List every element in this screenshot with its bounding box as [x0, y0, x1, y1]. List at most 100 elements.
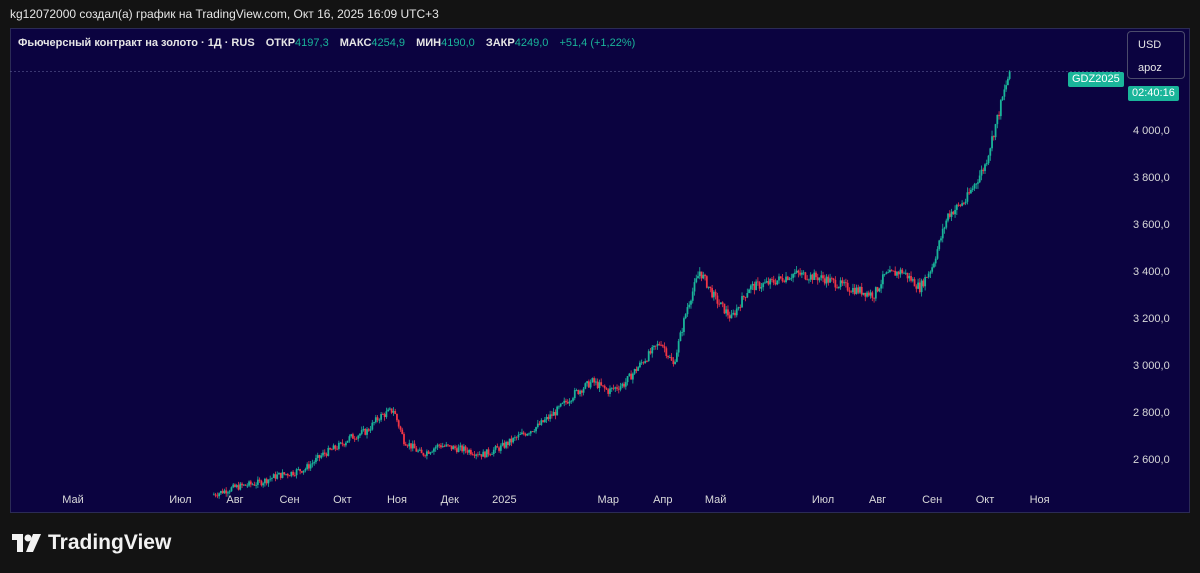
candle-body: [447, 444, 449, 446]
candle-body: [749, 285, 752, 290]
symbol-title[interactable]: Фьючерсный контракт на золото · 1Д · RUS: [18, 37, 255, 49]
candle-body: [543, 419, 546, 423]
candle-body: [929, 271, 932, 274]
candle-body: [248, 481, 250, 486]
candle-body: [647, 351, 650, 362]
candle-body: [822, 275, 824, 279]
candle-body: [262, 483, 265, 486]
candle-body: [996, 114, 999, 125]
candle-body: [589, 382, 592, 388]
candle-body: [769, 279, 772, 285]
high-value: 4254,9: [371, 37, 406, 49]
candle-body: [598, 382, 601, 389]
currency-unit-selector[interactable]: USD apoz: [1127, 31, 1185, 79]
low-label: МИН: [416, 37, 442, 49]
candle-body: [744, 297, 747, 298]
candle-body: [756, 281, 759, 283]
candle-body: [987, 155, 990, 164]
candle-body: [341, 442, 344, 445]
candle-body: [316, 455, 319, 458]
x-tick-label: Авг: [226, 494, 243, 506]
candle-body: [450, 445, 453, 450]
candle-body: [244, 484, 247, 486]
candle-body: [302, 470, 305, 473]
candle-body: [404, 444, 407, 446]
candle-body: [1006, 78, 1009, 86]
candle-body: [579, 390, 581, 395]
candle-body: [989, 148, 992, 156]
candle-body: [561, 402, 564, 404]
candle-body: [542, 420, 544, 423]
candle-body: [385, 411, 388, 418]
candle-body: [968, 192, 971, 194]
chart-area[interactable]: [10, 28, 1190, 513]
candle-body: [795, 270, 798, 273]
candle-body: [793, 272, 796, 275]
candle-body: [364, 428, 367, 435]
candle-body: [693, 282, 696, 292]
candle-body: [725, 309, 728, 314]
candle-body: [758, 282, 761, 289]
candle-body: [246, 485, 249, 487]
x-tick-label: Апр: [653, 494, 672, 506]
candle-body: [938, 240, 941, 250]
candle-body: [741, 296, 743, 308]
candle-body: [378, 419, 381, 421]
candle-body: [572, 398, 574, 401]
candle-body: [256, 479, 259, 485]
candle-body: [415, 448, 418, 452]
candle-body: [445, 444, 448, 447]
candle-body: [322, 452, 324, 456]
candle-body: [876, 287, 879, 292]
candle-body: [948, 213, 951, 217]
y-tick-label: 3 600,0: [1133, 219, 1170, 231]
candle-body: [771, 279, 773, 280]
candle-body: [631, 373, 634, 380]
candle-body: [742, 296, 745, 298]
candle-body: [355, 438, 358, 440]
candle-body: [913, 279, 916, 287]
candle-body: [892, 270, 895, 272]
candle-body: [887, 272, 890, 274]
candle-body: [531, 431, 534, 433]
candle-body: [381, 414, 384, 415]
candle-body: [825, 276, 828, 284]
unit-label: apoz: [1138, 62, 1162, 74]
candle-body: [901, 269, 904, 274]
candle-body: [723, 303, 726, 314]
candle-body: [633, 369, 636, 374]
tradingview-logo: TradingView: [12, 531, 171, 555]
candle-body: [978, 175, 981, 183]
candle-body: [455, 448, 458, 453]
candle-body: [971, 188, 974, 190]
candle-body: [286, 474, 289, 476]
candle-body: [535, 427, 537, 432]
candle-body: [943, 227, 946, 229]
candle-body: [834, 279, 837, 288]
candle-body: [318, 455, 321, 458]
x-tick-label: Май: [705, 494, 727, 506]
candle-body: [344, 442, 347, 446]
candle-body: [429, 452, 432, 454]
candle-body: [577, 390, 580, 395]
candle-body: [614, 387, 617, 389]
candle-body: [573, 390, 576, 399]
candle-body: [441, 446, 444, 448]
candle-body: [591, 378, 594, 383]
candle-body: [737, 307, 740, 309]
candle-body: [418, 449, 421, 451]
candle-body: [755, 281, 758, 291]
candle-body: [276, 474, 279, 479]
x-tick-label: Окт: [976, 494, 995, 506]
candle-body: [357, 435, 360, 439]
candle-body: [952, 211, 955, 215]
candle-body: [984, 164, 986, 172]
candle-body: [975, 183, 978, 185]
candle-body: [545, 416, 548, 420]
candle-body: [922, 280, 925, 287]
x-tick-label: Ноя: [387, 494, 407, 506]
candle-body: [526, 433, 529, 436]
candle-body: [790, 277, 793, 279]
candle-body: [512, 437, 515, 443]
